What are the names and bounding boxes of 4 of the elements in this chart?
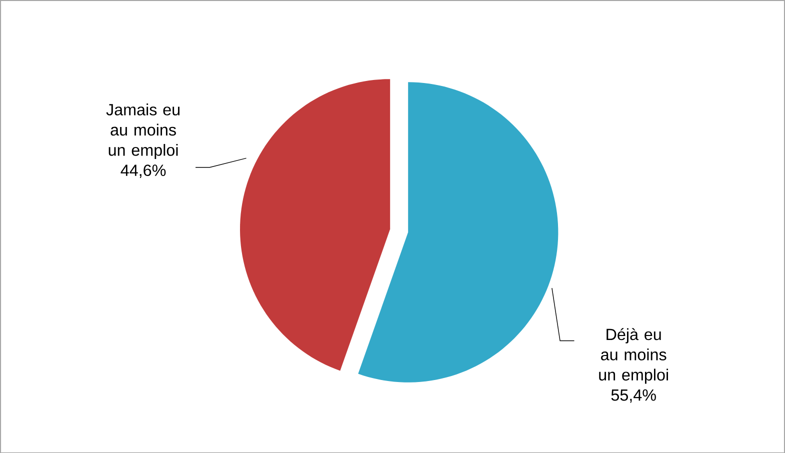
data-label: 44,6%: [120, 164, 166, 178]
slice-label: Jamais eu au moins un emploi: [106, 103, 180, 159]
slice-label: Déjà eu au moins un emploi: [599, 328, 668, 384]
data-label: 55,4%: [611, 389, 656, 403]
